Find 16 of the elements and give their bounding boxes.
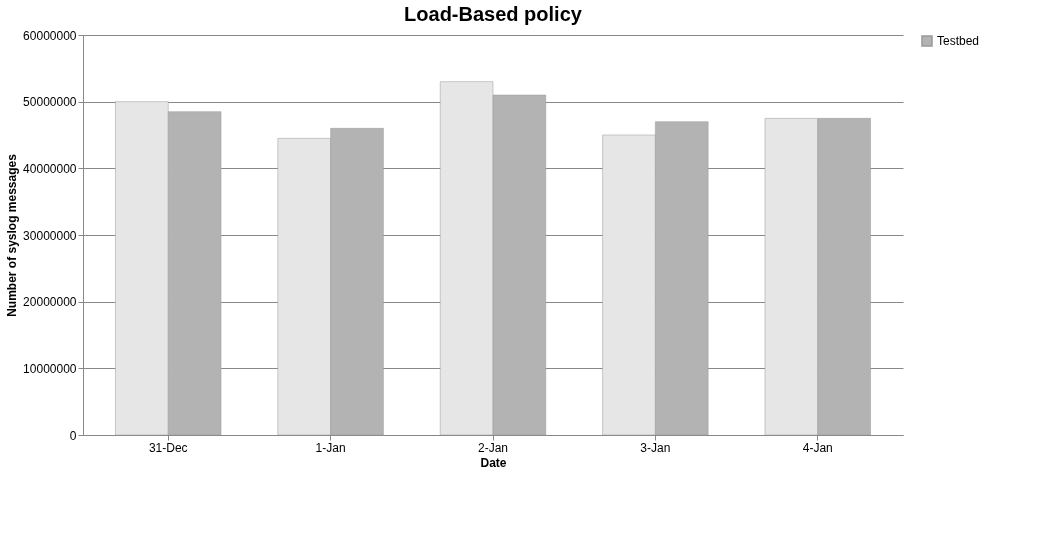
x-tick-label: 4-Jan: [802, 440, 833, 455]
x-tick-label: 3-Jan: [640, 440, 671, 455]
y-tick-label: 10000000: [23, 361, 77, 376]
y-tick-label: 30000000: [23, 228, 77, 243]
y-axis-title: Number of syslog messages: [5, 153, 20, 317]
y-tick-label: 50000000: [23, 95, 77, 110]
chart-title: Load-Based policy: [404, 3, 583, 25]
y-tick-label: 0: [69, 428, 77, 443]
x-axis-title: Date: [480, 455, 507, 470]
x-tick-label: 31-Dec: [148, 440, 188, 455]
y-tick-label: 40000000: [23, 161, 77, 176]
y-tick-label: 60000000: [23, 28, 77, 43]
y-tick-label: 20000000: [23, 295, 77, 310]
legend-label: Testbed: [937, 34, 980, 48]
x-tick-label: 1-Jan: [315, 440, 346, 455]
x-tick-label: 2-Jan: [477, 440, 509, 455]
